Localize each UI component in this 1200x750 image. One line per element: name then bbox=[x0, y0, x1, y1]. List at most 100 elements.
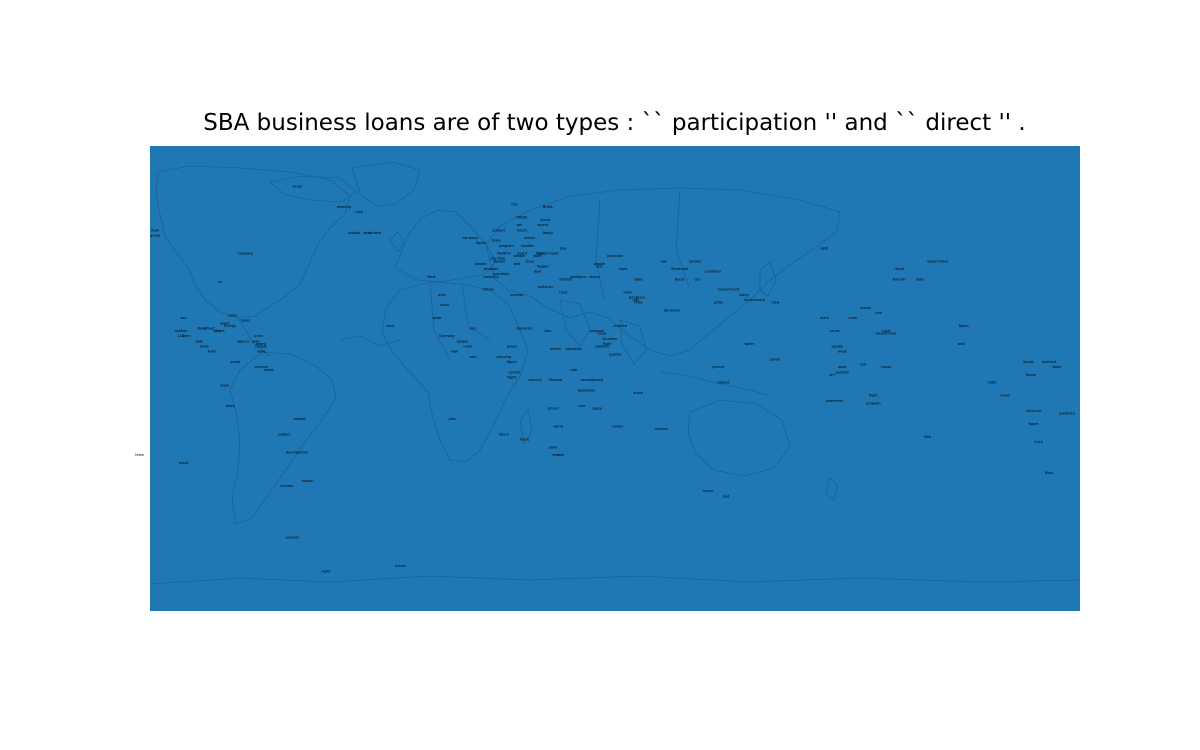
map-label: control bbox=[508, 370, 520, 374]
map-label: Kremlin bbox=[893, 277, 906, 281]
map-label: program bbox=[499, 244, 514, 248]
map-label: room bbox=[624, 290, 633, 294]
map-label: data bbox=[916, 277, 924, 281]
map-label: basis bbox=[241, 319, 250, 323]
ocean-background bbox=[150, 146, 1080, 611]
map-label: others bbox=[550, 347, 561, 351]
map-label: pride bbox=[714, 301, 723, 305]
map-label: bank bbox=[536, 252, 544, 256]
map-label: area bbox=[438, 293, 446, 297]
map-label: quarter bbox=[609, 352, 622, 356]
map-label: world bbox=[554, 425, 563, 429]
map-label: news bbox=[257, 350, 266, 354]
map-label: mean bbox=[1000, 394, 1010, 398]
map-label: channel bbox=[254, 365, 267, 369]
map-title: SBA business loans are of two types : ``… bbox=[203, 110, 1026, 136]
map-label: situation bbox=[484, 267, 499, 271]
map-label: plan bbox=[449, 417, 456, 421]
map-label: sea bbox=[181, 316, 187, 320]
map-label: state bbox=[598, 332, 607, 336]
map-label: company bbox=[238, 252, 254, 256]
map-label: night bbox=[988, 381, 997, 385]
map-label: share bbox=[491, 239, 500, 243]
map-label: court bbox=[559, 290, 568, 294]
map-label: total bbox=[355, 210, 363, 214]
map-label: Blow bbox=[1045, 471, 1053, 475]
map-label: house bbox=[703, 489, 713, 493]
map-label: Baumgartner bbox=[286, 450, 309, 454]
map-label: Kuhn bbox=[208, 350, 217, 354]
map-label: division bbox=[559, 277, 572, 281]
map-label: number bbox=[280, 484, 294, 488]
map-label: ground bbox=[712, 365, 724, 369]
map-label: Nixon bbox=[959, 324, 969, 328]
land-outlines bbox=[149, 161, 1081, 585]
map-label: world bbox=[264, 368, 273, 372]
map-label: cure bbox=[875, 311, 882, 315]
map-label: labor bbox=[1052, 365, 1061, 369]
map-label: subject bbox=[493, 228, 506, 232]
map-label: horse bbox=[520, 438, 529, 442]
map-label: practice bbox=[613, 324, 627, 328]
map-label: truth bbox=[1035, 440, 1043, 444]
map-label: city bbox=[511, 202, 517, 206]
map-label: history bbox=[483, 288, 495, 292]
map-label: room bbox=[848, 316, 857, 320]
map-label: flight bbox=[869, 394, 878, 398]
map-label: Burck bbox=[675, 277, 685, 281]
map-label: house bbox=[881, 365, 891, 369]
map-label: market bbox=[493, 259, 506, 263]
map-label: Government bbox=[537, 252, 559, 256]
map-label: year bbox=[213, 329, 221, 333]
map-label: people bbox=[475, 262, 487, 266]
map-label: school bbox=[860, 306, 871, 310]
map-label: Soviets bbox=[689, 259, 702, 263]
map-label: crew bbox=[771, 301, 779, 305]
map-label: development bbox=[581, 378, 604, 382]
map-label: price bbox=[629, 295, 637, 299]
map-label: school bbox=[548, 407, 559, 411]
map-label: plan bbox=[570, 275, 577, 279]
map-label: bed bbox=[723, 494, 729, 498]
map-label: bed bbox=[514, 262, 520, 266]
map-label: people bbox=[255, 345, 267, 349]
map-label: Briefs bbox=[543, 205, 553, 209]
map-label: Bowl bbox=[198, 326, 206, 330]
map-label: night bbox=[618, 267, 627, 271]
map-label: flight bbox=[603, 342, 612, 346]
map-label: company bbox=[483, 275, 499, 279]
map-label: channel bbox=[528, 378, 541, 382]
map-label: court bbox=[882, 329, 891, 333]
map-label: news bbox=[463, 345, 472, 349]
map-label: vice bbox=[469, 326, 476, 330]
map-label: Mcdonald bbox=[671, 267, 687, 271]
map-label: bay bbox=[560, 246, 566, 250]
map-label: China bbox=[215, 329, 225, 333]
map-label: board bbox=[517, 252, 527, 256]
map-label: median bbox=[175, 329, 188, 333]
map-label: girl bbox=[829, 373, 834, 377]
map-label: Secretary bbox=[664, 308, 680, 312]
map-label: number bbox=[655, 427, 669, 431]
map-label: bank bbox=[549, 445, 557, 449]
map-label: operation bbox=[493, 272, 509, 276]
map-label: state bbox=[533, 254, 542, 258]
map-label: House bbox=[1026, 373, 1037, 377]
map-label: subject bbox=[717, 381, 730, 385]
map-label: cause bbox=[830, 329, 840, 333]
map-label: year bbox=[552, 453, 560, 457]
map-label: Yeager bbox=[537, 264, 549, 268]
map-label: win bbox=[516, 223, 522, 227]
map-label: Germany bbox=[439, 334, 455, 338]
map-label: Grunt bbox=[517, 228, 527, 232]
map-label: center bbox=[612, 425, 624, 429]
map-label: others bbox=[524, 236, 535, 240]
map-label: statement bbox=[826, 399, 844, 403]
map-label: physician bbox=[607, 254, 623, 258]
map-label: result bbox=[179, 461, 189, 465]
map-label: bar bbox=[661, 259, 667, 263]
map-label: people bbox=[514, 254, 526, 258]
map-label: team bbox=[221, 383, 230, 387]
map-label: position bbox=[836, 370, 849, 374]
